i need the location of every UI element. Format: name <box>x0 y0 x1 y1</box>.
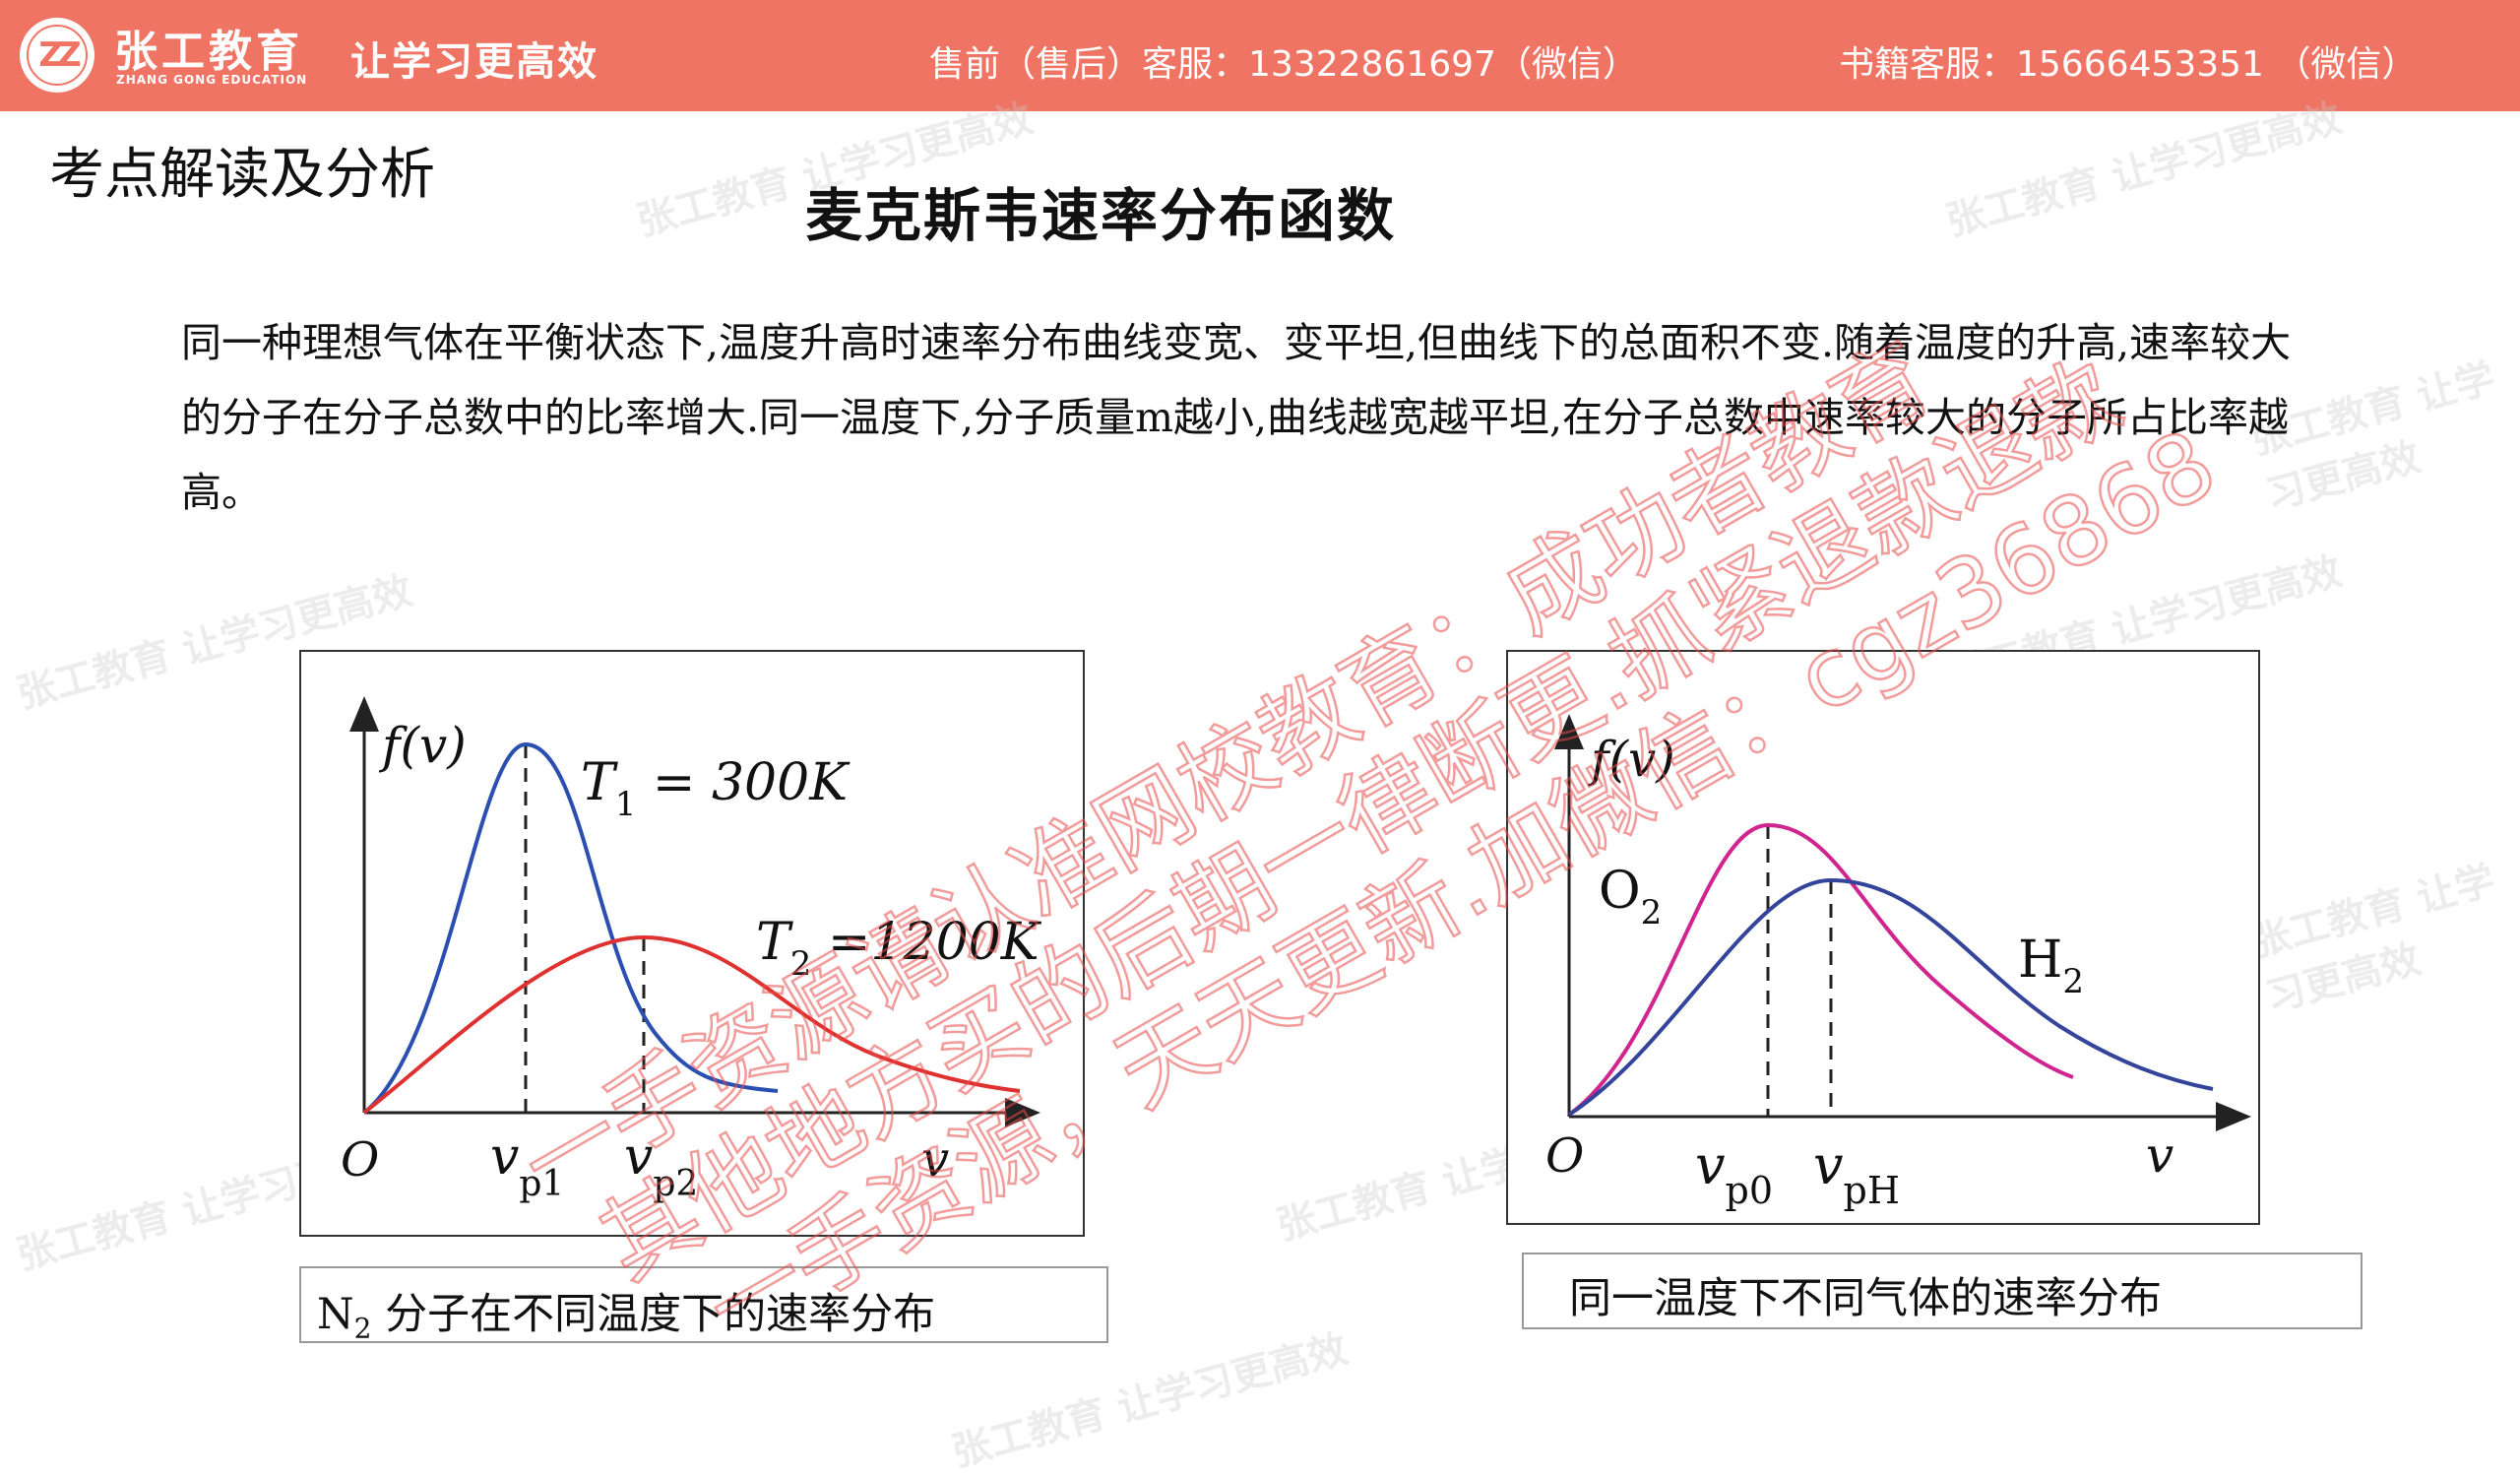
curve-h2 <box>1567 877 2214 1117</box>
label-o2: O2 <box>1599 862 1662 932</box>
ghost-watermark: 张工教育 让学习更高效 <box>2246 857 2500 1022</box>
body-paragraph: 同一种理想气体在平衡状态下,温度升高时速率分布曲线变宽、变平坦,但曲线下的总面积… <box>181 319 2292 516</box>
tick-vp1: vp1 <box>490 1127 564 1204</box>
book-contact: 书籍客服：15666453351 （微信） <box>1839 44 2418 85</box>
origin-label: O <box>1545 1128 1584 1184</box>
figure2-caption: 同一温度下不同气体的速率分布 <box>1522 1253 2362 1329</box>
tick-vph: vpH <box>1813 1134 1900 1212</box>
brand-logo-icon: ZZ <box>20 18 94 93</box>
figure1-plot: f(v) O v vp1 vp2 T1 = 300K T2 =1200K <box>341 696 1042 1204</box>
tick-vp2: vp2 <box>624 1127 698 1204</box>
x-axis-label: v <box>921 1130 949 1188</box>
label-t2: T2 =1200K <box>756 913 1042 984</box>
section-title: 考点解读及分析 <box>49 143 435 207</box>
caption-text: 分子在不同温度下的速率分布 <box>371 1290 936 1339</box>
figure2-plot: f(v) O v vp0 vpH O2 H2 <box>1545 714 2251 1212</box>
label-t1: T1 = 300K <box>581 753 850 824</box>
header-bar: ZZ 张工教育 ZHANG GONG EDUCATION 让学习更高效 售前（售… <box>0 0 2520 111</box>
tick-vp0: vp0 <box>1695 1134 1773 1212</box>
caption-text: 同一温度下不同气体的速率分布 <box>1569 1274 2162 1323</box>
brand-name-en: ZHANG GONG EDUCATION <box>116 73 308 87</box>
curve-t2 <box>362 934 1021 1115</box>
figure1-caption: N2 分子在不同温度下的速率分布 <box>299 1266 1108 1345</box>
x-axis-label: v <box>2146 1126 2174 1184</box>
label-h2: H2 <box>2018 931 2084 1001</box>
caption-subscript: 2 <box>353 1312 372 1345</box>
curve-o2 <box>1567 822 2074 1117</box>
figure-n2-temperature: f(v) O v vp1 vp2 T1 = 300K T2 =1200K <box>299 650 1085 1237</box>
figure-gas-comparison: f(v) O v vp0 vpH O2 H2 <box>1506 650 2260 1225</box>
presale-contact: 售前（售后）客服：13322861697（微信） <box>929 44 1638 85</box>
y-axis-label: f(v) <box>1587 731 1675 788</box>
origin-label: O <box>341 1132 379 1188</box>
page-title: 麦克斯韦速率分布函数 <box>805 182 1397 249</box>
brand-name: 张工教育 <box>114 27 303 77</box>
caption-molecule: N <box>317 1290 354 1339</box>
curve-t1 <box>362 741 779 1115</box>
brand-slogan: 让学习更高效 <box>350 39 598 85</box>
y-axis-label: f(v) <box>378 717 467 774</box>
